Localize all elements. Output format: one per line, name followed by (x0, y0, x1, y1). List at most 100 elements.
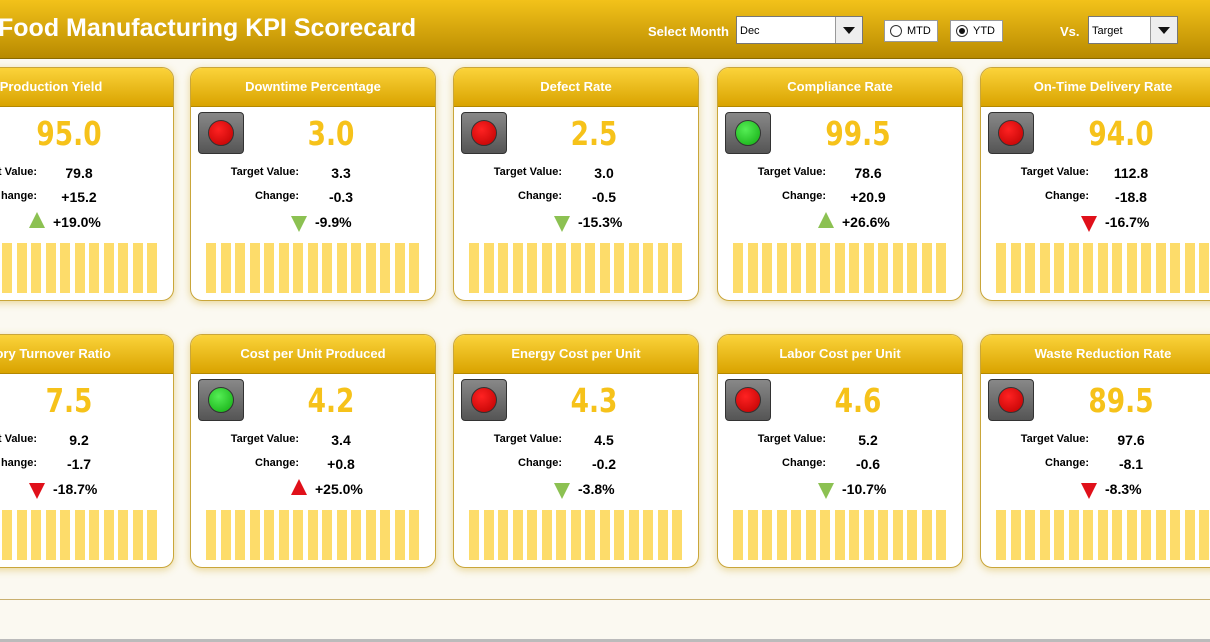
decor-bar (1155, 243, 1166, 293)
kpi-card: Waste Reduction Rate 89.5 Target Value: 97.… (980, 334, 1210, 568)
kpi-card: Cost per Unit Produced 4.2 Target Value: 3.… (190, 334, 436, 568)
dropdown-button[interactable] (835, 17, 862, 43)
trend-arrow (818, 212, 834, 228)
change-label: Change: (255, 190, 299, 202)
change-label: Change: (1045, 457, 1089, 469)
decor-bar (820, 510, 830, 560)
decor-bar (791, 243, 801, 293)
decor-bar (409, 243, 419, 293)
status-light (461, 112, 507, 154)
kpi-value: 4.3 (570, 381, 618, 420)
decor-bar (31, 510, 41, 560)
trend-arrow (1081, 216, 1097, 232)
decor-bar (628, 243, 639, 293)
light-bulb (208, 387, 234, 413)
decor-bar (776, 243, 787, 293)
target-value: 3.4 (331, 432, 351, 448)
vs-label: Vs. (1060, 24, 1080, 39)
decor-bar (849, 243, 859, 293)
dropdown-button[interactable] (1150, 17, 1177, 43)
kpi-card: Compliance Rate 99.5 Target Value: 78.6 Chan… (717, 67, 963, 301)
change-value: -1.7 (66, 456, 92, 472)
decor-bar (921, 510, 932, 560)
decor-bar (293, 510, 303, 560)
decor-bar (307, 243, 318, 293)
decor-bar (336, 510, 347, 560)
decor-bar (527, 243, 537, 293)
decor-bar (1112, 510, 1122, 560)
vs-dropdown[interactable]: Target (1088, 16, 1178, 44)
decor-bar (409, 510, 419, 560)
decor-bar (293, 243, 303, 293)
decor-bar (805, 243, 816, 293)
change-label: Change: (255, 457, 299, 469)
change-value: -0.2 (591, 456, 617, 472)
card-title: Energy Cost per Unit (454, 335, 698, 374)
kpi-value: 94.0 (1088, 114, 1154, 153)
radio-ytd[interactable]: YTD (950, 20, 1003, 42)
decor-bar (1068, 510, 1079, 560)
change-value: +20.9 (850, 189, 886, 205)
light-bulb (998, 387, 1024, 413)
decor-bar (1184, 243, 1195, 293)
decor-bar (747, 243, 758, 293)
decor-bar (762, 510, 772, 560)
target-value: 79.8 (65, 165, 93, 181)
kpi-value: 3.0 (307, 114, 355, 153)
decor-bar (1097, 510, 1108, 560)
decor-bar (657, 510, 668, 560)
kpi-card: Production Yield 95.0 arget Value: 79.8 hang… (0, 67, 174, 301)
decor-bar (643, 243, 653, 293)
status-light (198, 379, 244, 421)
decor-bar (2, 510, 12, 560)
target-value: 97.6 (1117, 432, 1145, 448)
decor-bar (614, 243, 624, 293)
change-percent: +19.0% (53, 214, 101, 230)
change-value: -8.1 (1118, 456, 1144, 472)
change-percent: -8.3% (1105, 481, 1142, 497)
decor-bar (498, 243, 508, 293)
footer-edge (0, 639, 1210, 642)
header: Food Manufacturing KPI Scorecard Select … (0, 0, 1210, 59)
month-dropdown[interactable]: Dec (736, 16, 863, 44)
decor-bar (249, 510, 260, 560)
change-percent: -9.9% (315, 214, 352, 230)
change-percent: +26.6% (842, 214, 890, 230)
decor-bar (74, 243, 85, 293)
change-percent: -3.8% (578, 481, 615, 497)
decor-bar (1010, 243, 1021, 293)
decor-bar (498, 510, 508, 560)
decor-bar (249, 243, 260, 293)
decor-bar (103, 243, 114, 293)
kpi-value: 4.6 (834, 381, 882, 420)
trend-arrow (1081, 483, 1097, 499)
decor-bar (147, 243, 157, 293)
decor-bar (31, 243, 41, 293)
decor-bar (103, 510, 114, 560)
change-label: Change: (1045, 190, 1089, 202)
target-value: 112.8 (1113, 165, 1149, 181)
trend-arrow (29, 483, 45, 499)
decor-bar (469, 510, 479, 560)
decor-bar (264, 510, 274, 560)
decor-bar (657, 243, 668, 293)
decor-bar (278, 510, 289, 560)
target-label: Target Value: (230, 166, 299, 178)
vs-value: Target (1092, 25, 1123, 37)
decor-bar (1097, 243, 1108, 293)
decor-bar (892, 510, 903, 560)
decor-bar (351, 510, 361, 560)
trend-arrow (554, 483, 570, 499)
decor-bar (921, 243, 932, 293)
trend-arrow (818, 483, 834, 499)
decor-bar (570, 510, 581, 560)
decor-bar (60, 243, 70, 293)
trend-arrow (291, 479, 307, 495)
trend-arrow (291, 216, 307, 232)
decor-bar (322, 510, 332, 560)
decor-bar (2, 243, 12, 293)
light-bulb (735, 387, 761, 413)
radio-mtd[interactable]: MTD (884, 20, 938, 42)
decor-bar (132, 243, 143, 293)
